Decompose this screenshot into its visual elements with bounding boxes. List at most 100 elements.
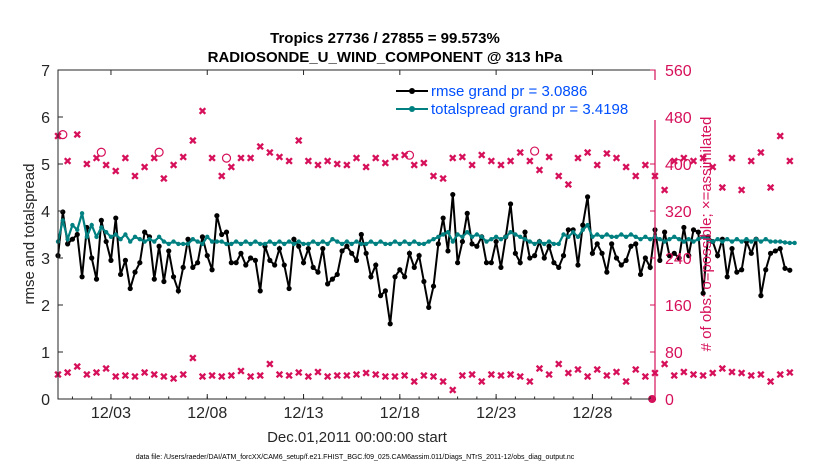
obs-assimilated-marker: ✖: [612, 152, 621, 165]
rmse-point-95: [512, 250, 518, 256]
y-axis-label-left: rmse and totalspread: [21, 164, 38, 305]
rmse-point-126: [662, 229, 668, 235]
spread-point-100: [537, 239, 542, 244]
obs-assimilated-marker: ✖: [593, 159, 602, 172]
rmse-point-152: [787, 267, 793, 273]
spread-point-76: [421, 241, 427, 247]
spread-point-102: [546, 239, 552, 244]
obs-assimilated-marker: ✖: [246, 152, 255, 165]
rmse-point-52: [305, 246, 311, 252]
spread-point-138: [720, 239, 725, 244]
spread-point-24: [171, 239, 176, 244]
obs-low-marker: ✖: [140, 367, 149, 380]
spread-point-34: [219, 239, 224, 244]
x-tick-label-1: 12/08: [187, 405, 227, 422]
rmse-point-149: [772, 248, 778, 254]
spread-point-97: [522, 237, 528, 242]
rmse-point-1: [60, 209, 66, 215]
rmse-point-72: [402, 274, 408, 280]
obs-assimilated-marker: ✖: [304, 155, 313, 168]
rmse-point-120: [633, 241, 639, 247]
spread-point-105: [561, 232, 566, 237]
spread-point-94: [508, 229, 513, 235]
rmse-point-105: [560, 253, 567, 259]
obs-possible-marker-3: [221, 153, 232, 163]
spread-point-113: [599, 234, 605, 240]
rmse-point-75: [416, 253, 422, 259]
spread-point-96: [517, 234, 523, 240]
y-axis-label-right: # of obs: o=possible; ×=assimilated: [698, 117, 715, 352]
obs-low-marker: ✖: [121, 370, 130, 383]
rmse-point-32: [209, 267, 215, 273]
rmse-point-48: [286, 285, 292, 292]
y-left-tick-label-0: 0: [41, 392, 50, 409]
spread-point-147: [763, 237, 768, 242]
spread-point-43: [262, 241, 268, 247]
rmse-point-132: [690, 227, 697, 233]
plot-area: [58, 70, 655, 399]
spread-point-82: [450, 239, 455, 244]
obs-low-marker: ✖: [506, 368, 515, 381]
series-line-totalspread: [56, 213, 795, 246]
spread-point-51: [301, 241, 306, 247]
rmse-point-115: [609, 241, 615, 247]
spread-point-129: [676, 237, 682, 242]
obs-assimilated-marker: ✖: [477, 149, 486, 162]
obs-assimilated-marker: ✖: [362, 161, 371, 174]
rmse-point-33: [214, 213, 220, 219]
obs-assimilated-marker: ✖: [371, 152, 380, 165]
obs-assimilated-marker: ✖: [573, 152, 582, 165]
spread-point-121: [638, 237, 643, 242]
obs-assimilated-marker: ✖: [294, 135, 303, 148]
obs-low-marker: ✖: [429, 371, 438, 384]
obs-assimilated-marker: ✖: [92, 152, 101, 165]
rmse-point-51: [300, 260, 307, 266]
spread-point-77: [426, 239, 431, 244]
obs-assimilated-marker: ✖: [217, 170, 226, 183]
spread-point-68: [383, 241, 388, 247]
rmse-point-55: [320, 246, 326, 252]
rmse-point-29: [195, 260, 201, 266]
obs-low-marker: ✖: [92, 367, 101, 380]
chart-title-line2: RADIOSONDE_U_WIND_COMPONENT @ 313 hPa: [208, 49, 563, 66]
rmse-point-67: [377, 293, 384, 299]
obs-low-marker: ✖: [111, 371, 120, 384]
obs-assimilated-marker: ✖: [737, 184, 746, 197]
spread-point-126: [662, 239, 667, 244]
obs-possible-marker-0: [58, 130, 68, 140]
obs-assimilated-marker: ✖: [410, 159, 419, 172]
rmse-point-142: [739, 267, 745, 273]
rmse-point-57: [329, 276, 336, 282]
obs-low-marker: ✖: [439, 375, 448, 388]
obs-assimilated-marker: ✖: [776, 130, 785, 143]
spread-point-117: [619, 232, 624, 237]
spread-point-62: [354, 239, 359, 244]
y-right-tick-label-5: 400: [665, 157, 692, 174]
rmse-point-54: [315, 269, 321, 275]
spread-point-35: [224, 241, 229, 247]
obs-assimilated-marker: ✖: [708, 161, 717, 174]
obs-assimilated-marker: ✖: [670, 155, 679, 168]
spread-point-41: [253, 239, 258, 244]
rmse-point-98: [527, 255, 533, 261]
rmse-point-12: [113, 215, 119, 221]
rmse-point-122: [642, 255, 648, 261]
rmse-point-150: [777, 246, 783, 252]
spread-point-46: [277, 239, 282, 244]
obs-assimilated-marker: ✖: [169, 159, 178, 172]
spread-point-90: [489, 237, 494, 242]
rmse-point-146: [758, 293, 764, 299]
rmse-point-84: [459, 238, 466, 245]
obs-low-marker: ✖: [410, 375, 419, 388]
spread-point-106: [566, 234, 571, 240]
rmse-point-63: [358, 231, 364, 238]
spread-point-122: [643, 234, 648, 240]
spread-point-81: [445, 229, 451, 235]
obs-assimilated-marker: ✖: [785, 155, 794, 168]
rmse-point-114: [604, 269, 610, 275]
spread-point-50: [296, 239, 301, 244]
spread-point-84: [460, 234, 465, 240]
rmse-point-39: [243, 262, 249, 268]
obs-low-marker: ✖: [708, 367, 717, 380]
rmse-point-3: [69, 236, 76, 242]
